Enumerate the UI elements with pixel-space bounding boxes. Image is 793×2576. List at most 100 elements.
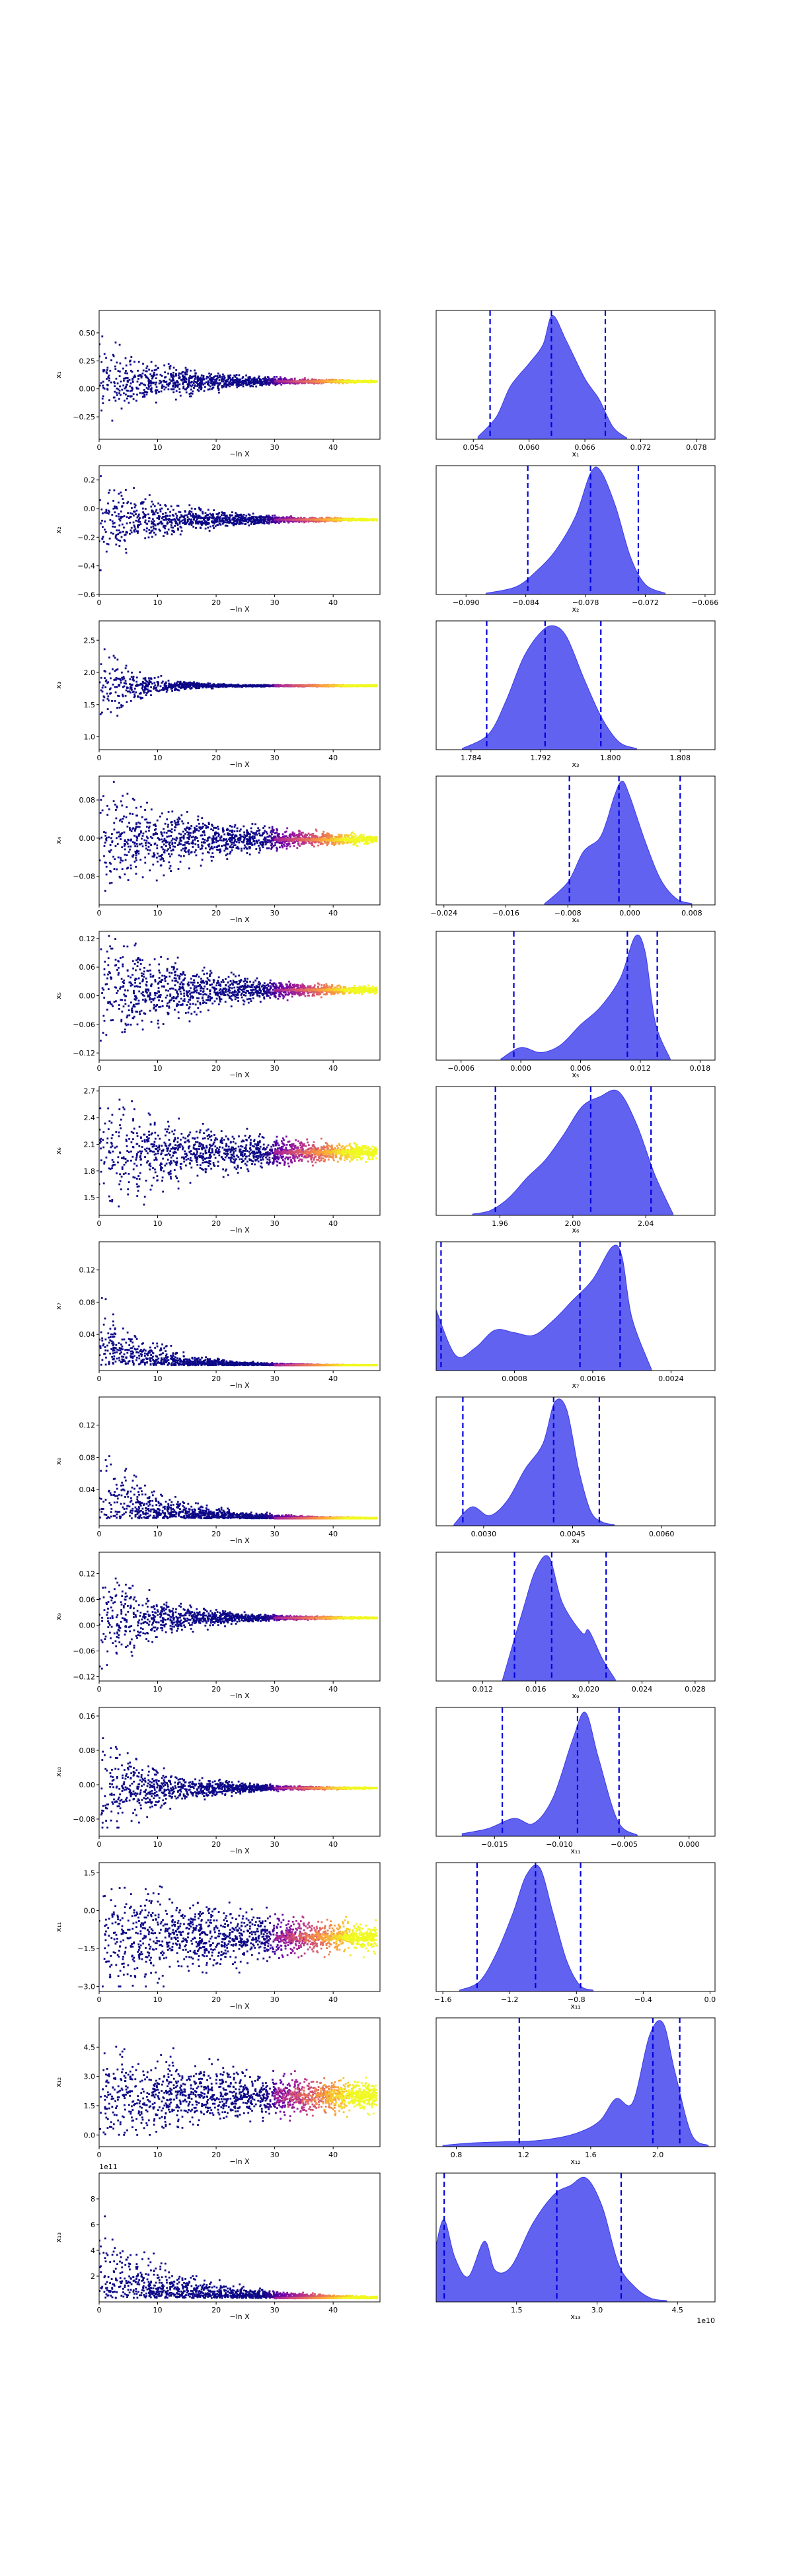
trace-point (219, 515, 222, 518)
trace-point (192, 526, 195, 528)
trace-point (130, 684, 132, 686)
trace-point (112, 655, 115, 657)
trace-point (209, 513, 211, 515)
trace-point (144, 678, 147, 681)
trace-point (165, 681, 167, 684)
trace-point (225, 380, 227, 383)
trace-point (180, 683, 182, 685)
trace-point (153, 374, 156, 376)
trace-point (253, 522, 256, 524)
trace-point (101, 398, 104, 400)
trace-point (236, 520, 239, 523)
trace-point (268, 520, 271, 522)
trace-point (315, 380, 318, 383)
trace-point (372, 519, 375, 521)
trace-point (131, 513, 133, 515)
trace-point (264, 519, 266, 521)
trace-point (205, 381, 208, 384)
trace-point (304, 519, 307, 521)
trace-point (199, 378, 202, 381)
trace-point (126, 701, 128, 703)
trace-point (133, 529, 135, 532)
trace-point (180, 373, 182, 375)
trace-point (165, 690, 168, 693)
trace-point (165, 524, 167, 527)
trace-point (353, 519, 356, 521)
trace-point (145, 530, 148, 532)
trace-point (256, 522, 259, 524)
trace-point (209, 375, 211, 377)
trace-points (99, 648, 378, 717)
y-tick-label: −0.4 (77, 562, 95, 571)
trace-panel-2: 0 10 20 30 40−0.6−0.4−0.20.00.2−ln Xx₂ (54, 465, 381, 614)
trace-point (118, 515, 120, 518)
x-tick-label: −0.090 (453, 598, 480, 607)
trace-point (260, 380, 262, 383)
trace-point (307, 380, 309, 382)
trace-point (149, 681, 152, 684)
trace-point (174, 386, 176, 388)
trace-point (132, 676, 135, 678)
trace-point (148, 369, 150, 371)
trace-point (177, 374, 180, 376)
trace-point (264, 376, 266, 378)
trace-point (170, 373, 172, 376)
trace-point (145, 685, 147, 688)
trace-point (334, 380, 337, 382)
trace-point (231, 511, 233, 513)
trace-point (145, 522, 148, 524)
trace-point (130, 700, 132, 702)
trace-point (313, 378, 316, 381)
trace-point (202, 686, 204, 689)
y-axis-label: x₂ (54, 526, 63, 534)
trace-point (268, 381, 271, 384)
trace-point (153, 369, 156, 371)
trace-point (132, 376, 135, 378)
trace-point (174, 513, 177, 515)
trace-point (188, 382, 190, 384)
trace-point (165, 517, 167, 520)
trace-point (162, 686, 165, 689)
trace-point (118, 501, 120, 504)
trace-point (147, 684, 149, 686)
trace-point (153, 531, 155, 534)
trace-point (236, 384, 239, 386)
trace-point (243, 382, 246, 384)
trace-point (107, 502, 109, 505)
trace-point (359, 519, 361, 520)
trace-points (99, 335, 378, 422)
x-axis-label: −ln X (229, 450, 250, 458)
trace-point (176, 522, 178, 524)
trace-point (170, 375, 172, 377)
trace-point (180, 526, 182, 529)
trace-point (149, 380, 152, 382)
trace-point (218, 522, 221, 524)
trace-point (118, 678, 121, 680)
trace-point (142, 392, 145, 394)
trace-point (327, 519, 330, 521)
trace-point (130, 512, 132, 515)
trace-point (108, 699, 110, 701)
trace-point (277, 519, 280, 521)
trace-point (357, 380, 359, 383)
trace-point (198, 390, 200, 392)
trace-point (167, 363, 170, 365)
trace-point (132, 381, 134, 383)
trace-point (128, 517, 130, 519)
trace-point (213, 509, 215, 511)
trace-point (139, 684, 141, 686)
trace-point (352, 519, 354, 521)
trace-point (268, 383, 270, 385)
trace-point (274, 520, 277, 523)
trace-point (252, 684, 254, 687)
trace-point (324, 518, 326, 520)
trace-point (223, 685, 225, 688)
trace-point (161, 384, 164, 386)
trace-point (214, 517, 217, 520)
trace-point (122, 686, 124, 688)
trace-point (147, 388, 149, 390)
trace-point (199, 509, 202, 512)
trace-point (181, 682, 183, 685)
trace-point (139, 696, 141, 699)
